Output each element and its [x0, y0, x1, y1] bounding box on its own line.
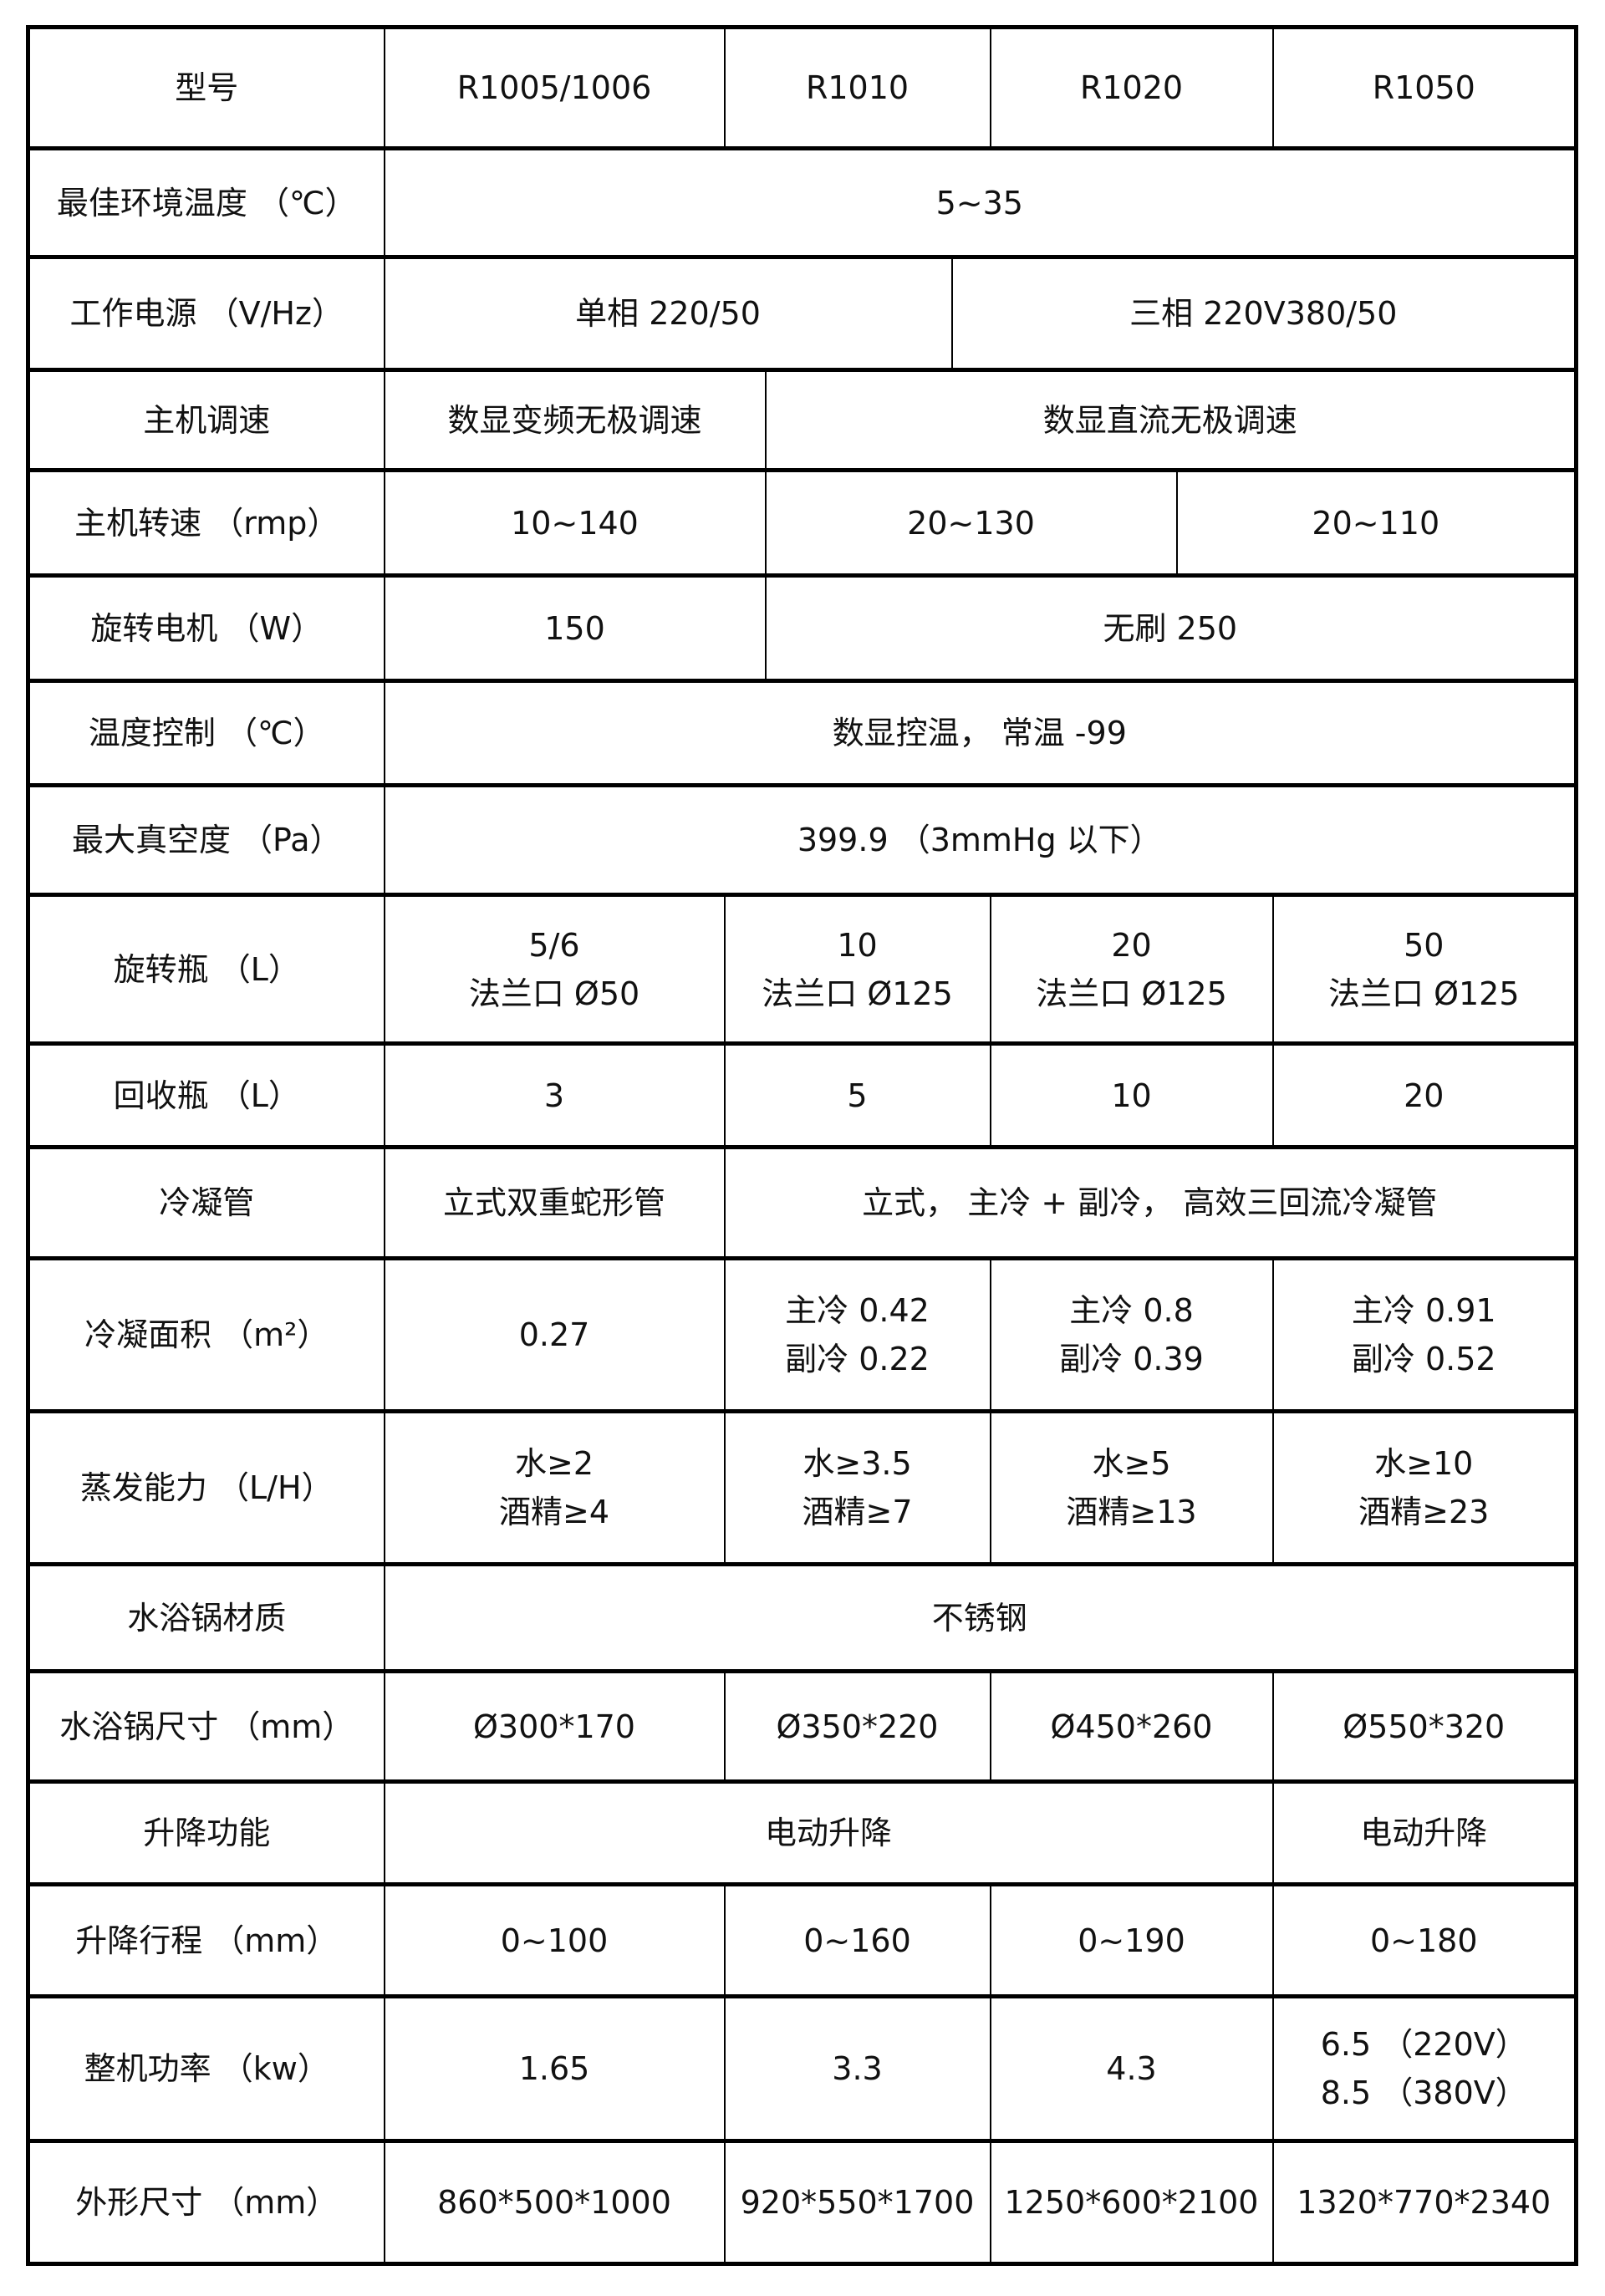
table-cell: Ø450*260: [989, 1669, 1274, 1784]
row-label: 旋转瓶 （L）: [27, 893, 385, 1046]
table-cell: 10: [989, 1041, 1274, 1149]
table-cell: 150: [383, 573, 767, 683]
row-label: 水浴锅尺寸 （mm）: [27, 1669, 385, 1784]
table-row: 旋转电机 （W） 150 无刷 250: [27, 573, 1577, 683]
table-row: 冷凝面积 （m²） 0.27 主冷 0.42 副冷 0.22 主冷 0.8 副冷 0.…: [27, 1256, 1577, 1413]
table-cell: 不锈钢: [383, 1562, 1577, 1673]
table-cell: R1050: [1271, 25, 1577, 150]
table-row: 外形尺寸 （mm） 860*500*1000 920*550*1700 1250*60…: [27, 2139, 1577, 2266]
table-row: 最佳环境温度 （℃） 5~35: [27, 146, 1577, 259]
table-row: 整机功率 （kw） 1.65 3.3 4.3 6.5 （220V） 8.5 （380V）: [27, 1994, 1577, 2143]
table-row: 最大真空度 （Pa） 399.9 （3mmHg 以下）: [27, 783, 1577, 897]
table-cell: Ø350*220: [723, 1669, 991, 1784]
table-cell: 20~130: [764, 468, 1178, 578]
table-cell: 立式双重蛇形管: [383, 1145, 726, 1260]
table-cell: 数显控温， 常温 -99: [383, 679, 1577, 787]
table-row: 工作电源 （V/Hz） 单相 220/50 三相 220V380/50: [27, 255, 1577, 372]
table-cell: 水≥2 酒精≥4: [383, 1409, 726, 1566]
table-row: 升降功能 电动升降 电动升降: [27, 1779, 1577, 1886]
table-cell: 399.9 （3mmHg 以下）: [383, 783, 1577, 897]
table-row: 水浴锅尺寸 （mm） Ø300*170 Ø350*220 Ø450*260 Ø550*3…: [27, 1669, 1577, 1784]
table-cell: 数显变频无极调速: [383, 368, 767, 472]
row-label: 整机功率 （kw）: [27, 1994, 385, 2143]
table-cell: 水≥5 酒精≥13: [989, 1409, 1274, 1566]
table-cell: 3.3: [723, 1994, 991, 2143]
table-cell: 920*550*1700: [723, 2139, 991, 2266]
row-label: 最佳环境温度 （℃）: [27, 146, 385, 259]
table-cell: 三相 220V380/50: [950, 255, 1577, 372]
table-cell: Ø300*170: [383, 1669, 726, 1784]
table-cell: 水≥3.5 酒精≥7: [723, 1409, 991, 1566]
table-cell: 无刷 250: [764, 573, 1577, 683]
table-cell: 主冷 0.42 副冷 0.22: [723, 1256, 991, 1413]
table-cell: 6.5 （220V） 8.5 （380V）: [1271, 1994, 1577, 2143]
row-label: 型号: [27, 25, 385, 150]
table-row: 水浴锅材质 不锈钢: [27, 1562, 1577, 1673]
table-cell: 水≥10 酒精≥23: [1271, 1409, 1577, 1566]
table-cell: 1320*770*2340: [1271, 2139, 1577, 2266]
row-label: 外形尺寸 （mm）: [27, 2139, 385, 2266]
table-cell: 4.3: [989, 1994, 1274, 2143]
table-cell: 20 法兰口 Ø125: [989, 893, 1274, 1046]
row-label: 升降功能: [27, 1779, 385, 1886]
table-cell: 5~35: [383, 146, 1577, 259]
table-cell: 860*500*1000: [383, 2139, 726, 2266]
table-cell: R1020: [989, 25, 1274, 150]
table-cell: R1010: [723, 25, 991, 150]
row-label: 水浴锅材质: [27, 1562, 385, 1673]
row-label: 温度控制 （℃）: [27, 679, 385, 787]
row-label: 冷凝面积 （m²）: [27, 1256, 385, 1413]
row-label: 工作电源 （V/Hz）: [27, 255, 385, 372]
table-row: 主机调速 数显变频无极调速 数显直流无极调速: [27, 368, 1577, 472]
table-row: 主机转速 （rmp） 10~140 20~130 20~110: [27, 468, 1577, 578]
table-cell: 数显直流无极调速: [764, 368, 1577, 472]
table-row: 升降行程 （mm） 0~100 0~160 0~190 0~180: [27, 1882, 1577, 1998]
table-cell: 5: [723, 1041, 991, 1149]
table-cell: 0~190: [989, 1882, 1274, 1998]
table-cell: 20~110: [1175, 468, 1577, 578]
row-label: 旋转电机 （W）: [27, 573, 385, 683]
table-cell: 10 法兰口 Ø125: [723, 893, 991, 1046]
row-label: 主机转速 （rmp）: [27, 468, 385, 578]
table-cell: 3: [383, 1041, 726, 1149]
table-row: 蒸发能力 （L/H） 水≥2 酒精≥4 水≥3.5 酒精≥7 水≥5 酒精≥13 水≥1…: [27, 1409, 1577, 1566]
table-cell: 0~180: [1271, 1882, 1577, 1998]
table-cell: 1.65: [383, 1994, 726, 2143]
table-cell: 0~100: [383, 1882, 726, 1998]
row-label: 蒸发能力 （L/H）: [27, 1409, 385, 1566]
table-cell: 主冷 0.8 副冷 0.39: [989, 1256, 1274, 1413]
row-label: 冷凝管: [27, 1145, 385, 1260]
table-cell: 电动升降: [1271, 1779, 1577, 1886]
table-cell: 单相 220/50: [383, 255, 953, 372]
row-label: 最大真空度 （Pa）: [27, 783, 385, 897]
table-cell: 0.27: [383, 1256, 726, 1413]
table-cell: 50 法兰口 Ø125: [1271, 893, 1577, 1046]
table-cell: 10~140: [383, 468, 767, 578]
table-cell: 0~160: [723, 1882, 991, 1998]
table-row: 回收瓶 （L） 3 5 10 20: [27, 1041, 1577, 1149]
table-cell: Ø550*320: [1271, 1669, 1577, 1784]
row-label: 升降行程 （mm）: [27, 1882, 385, 1998]
table-row: 旋转瓶 （L） 5/6 法兰口 Ø50 10 法兰口 Ø125 20 法兰口 Ø125…: [27, 893, 1577, 1046]
spec-table: 型号 R1005/1006 R1010 R1020 R1050 最佳环境温度 （℃） 5~3…: [26, 25, 1579, 2266]
table-row: 温度控制 （℃） 数显控温， 常温 -99: [27, 679, 1577, 787]
table-cell: 立式， 主冷 + 副冷， 高效三回流冷凝管: [723, 1145, 1577, 1260]
table-row: 型号 R1005/1006 R1010 R1020 R1050: [27, 25, 1577, 150]
row-label: 主机调速: [27, 368, 385, 472]
table-cell: 主冷 0.91 副冷 0.52: [1271, 1256, 1577, 1413]
table-cell: 1250*600*2100: [989, 2139, 1274, 2266]
row-label: 回收瓶 （L）: [27, 1041, 385, 1149]
table-cell: 20: [1271, 1041, 1577, 1149]
table-cell: 电动升降: [383, 1779, 1274, 1886]
table-cell: 5/6 法兰口 Ø50: [383, 893, 726, 1046]
table-cell: R1005/1006: [383, 25, 726, 150]
table-row: 冷凝管 立式双重蛇形管 立式， 主冷 + 副冷， 高效三回流冷凝管: [27, 1145, 1577, 1260]
